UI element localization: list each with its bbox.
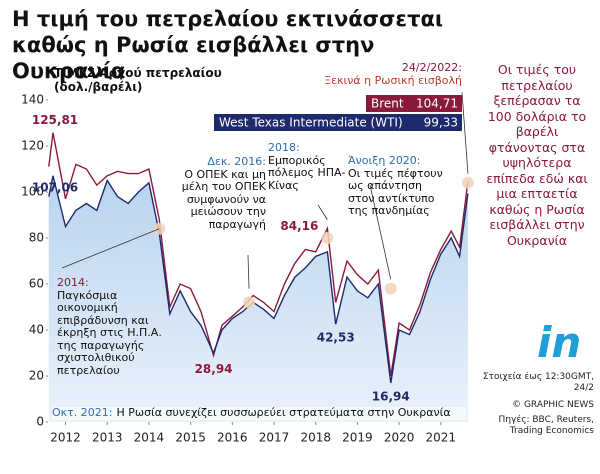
footer: Στοιχεία έως 12:30GMT, 24/2 © GRAPHIC NE… <box>480 372 594 437</box>
y-tick-label: 20 <box>29 369 44 383</box>
legend-label: West Texas Intermediate (WTI) <box>219 116 403 130</box>
value-label: 28,94 <box>195 362 233 376</box>
x-tick-label: 2021 <box>426 431 457 445</box>
legend-value: 99,33 <box>424 116 458 130</box>
footer-sources: Πηγές: BBC, Reuters, Trading Economics <box>498 415 594 436</box>
leader-line <box>247 254 250 289</box>
annotation-text: Εμπορικός πόλεμος ΗΠΑ-Κίνας <box>268 153 346 192</box>
legend-label: Brent <box>371 97 404 111</box>
y-tick-label: 60 <box>29 277 44 291</box>
footer-note: Στοιχεία έως 12:30GMT, 24/2 <box>482 372 594 393</box>
leader-line <box>61 228 160 269</box>
side-note: Οι τιμές του πετρελαίου ξεπέρασαν τα 100… <box>486 62 588 248</box>
x-tick-label: 2015 <box>175 431 206 445</box>
y-axis-label: ΤΙΜΕΣ Αργού πετρελαίου (δολ./βαρέλι) <box>54 66 222 94</box>
annotation-text: Παγκόσμια οικονομική επιβράδυνση και έκρ… <box>57 288 162 377</box>
event-marker <box>461 176 474 189</box>
leader-line <box>369 184 392 280</box>
value-label: 107,06 <box>32 180 78 194</box>
x-tick-label: 2014 <box>134 431 165 445</box>
annotation: Δεκ. 2016: Ο ΟΠΕΚ και μη μέλη του ΟΠΕΚ συ… <box>172 155 266 231</box>
value-label: 125,81 <box>32 113 78 127</box>
leader-line <box>461 91 469 174</box>
value-label: 16,94 <box>372 390 410 404</box>
annotation: Άνοιξη 2020: Οι τιμές πέφτουν ως απάντηση… <box>348 154 444 218</box>
annotation-text: Ο ΟΠΕΚ και μη μέλη του ΟΠΕΚ συμφωνούν να… <box>181 167 266 231</box>
annotation-text: Οι τιμές πέφτουν ως απάντηση στον αντίκτ… <box>348 166 443 217</box>
x-tick-label: 2017 <box>259 431 290 445</box>
annotation-text: Η Ρωσία συνεχίζει συσσωρεύει στρατεύματα… <box>116 406 451 419</box>
annotation-date: 2018: <box>268 141 300 154</box>
annotation-date: 24/2/2022: <box>401 61 462 74</box>
value-label: 42,53 <box>317 331 355 345</box>
x-tick-label: 2012 <box>50 431 81 445</box>
annotation: 2014: Παγκόσμια οικονομική επιβράδυνση κα… <box>57 276 169 377</box>
logo: in <box>537 318 582 367</box>
area <box>48 175 468 422</box>
x-tick-label: 2013 <box>92 431 123 445</box>
x-tick-label: 2020 <box>384 431 415 445</box>
x-tick-label: 2019 <box>342 431 373 445</box>
legend-box <box>366 95 462 112</box>
legend-box <box>214 114 462 131</box>
y-tick-label: 100 <box>21 185 44 199</box>
footer-credit: © GRAPHIC NEWS <box>512 400 594 410</box>
y-tick-label: 120 <box>21 139 44 153</box>
annotation-date: 2014: <box>57 276 89 289</box>
line <box>48 132 469 377</box>
x-tick-label: 2018 <box>300 431 331 445</box>
line <box>48 175 469 384</box>
y-tick-label: 40 <box>29 323 44 337</box>
x-tick-label: 2016 <box>217 431 248 445</box>
title: Η τιμή του πετρελαίου εκτινάσσεται καθώς… <box>12 7 444 83</box>
leader-line <box>317 204 328 220</box>
event-marker <box>242 296 255 309</box>
y-tick-label: 140 <box>21 93 44 107</box>
value-label: 84,16 <box>280 219 318 233</box>
annotation-date: Οκτ. 2021: <box>52 406 113 419</box>
y-tick-label: 0 <box>36 415 44 429</box>
annotation: Οκτ. 2021: Η Ρωσία συνεχίζει συσσωρεύει σ… <box>52 406 466 420</box>
annotation: 2018: Εμπορικός πόλεμος ΗΠΑ-Κίνας <box>268 141 348 192</box>
legend-value: 104,71 <box>416 97 458 111</box>
event-marker <box>384 282 397 295</box>
event-marker <box>321 232 334 244</box>
annotation-date: Άνοιξη 2020: <box>348 154 421 167</box>
annotation-text: Ξεκινά η Ρωσική εισβολή <box>324 73 462 87</box>
annotation-date: Δεκ. 2016: <box>207 155 266 168</box>
annotation: 24/2/2022: Ξεκινά η Ρωσική εισβολή <box>300 61 462 87</box>
y-tick-label: 80 <box>29 231 44 245</box>
